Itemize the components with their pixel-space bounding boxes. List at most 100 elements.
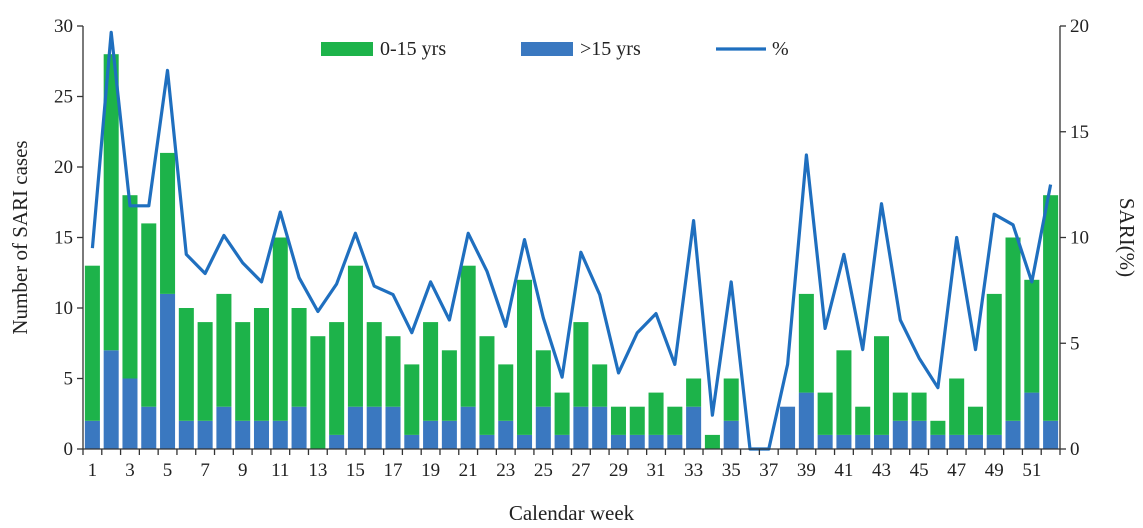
bar-over15-week-29 — [610, 434, 626, 449]
x-tick-label: 3 — [125, 460, 135, 481]
bars-layer — [84, 54, 1059, 449]
y2-tick-label: 10 — [1070, 228, 1089, 249]
legend-label-0-15-yrs: 0-15 yrs — [380, 38, 446, 60]
bar-0to15-week-6 — [178, 308, 194, 421]
bar-0to15-week-25 — [535, 350, 551, 407]
bar-over15-week-7 — [197, 420, 213, 449]
x-tick-label: 25 — [534, 460, 553, 481]
bar-over15-week-24 — [517, 434, 533, 449]
bar-0to15-week-33 — [686, 378, 702, 407]
bar-over15-week-35 — [723, 420, 739, 449]
bar-0to15-week-8 — [216, 293, 232, 407]
x-tick-label: 41 — [834, 460, 853, 481]
y2-tick-label: 5 — [1070, 333, 1080, 354]
bar-over15-week-41 — [836, 434, 852, 449]
bar-over15-week-47 — [949, 434, 965, 449]
bar-0to15-week-49 — [986, 293, 1002, 435]
legend: 0-15 yrs >15 yrs % — [321, 38, 789, 60]
y2-tick-label: 15 — [1070, 122, 1089, 143]
series-line-percent — [90, 30, 1053, 451]
bar-over15-week-26 — [554, 434, 570, 449]
bar-0to15-week-47 — [949, 378, 965, 435]
x-tick-label: 45 — [910, 460, 929, 481]
bar-0to15-week-23 — [498, 364, 514, 421]
bar-0to15-week-52 — [1043, 195, 1059, 421]
x-tick-label: 17 — [384, 460, 403, 481]
bar-0to15-week-41 — [836, 350, 852, 435]
x-tick-label: 47 — [947, 460, 966, 481]
bar-0to15-week-17 — [385, 336, 401, 407]
x-tick-label: 9 — [238, 460, 248, 481]
bar-over15-week-4 — [141, 406, 157, 449]
x-tick-label: 49 — [985, 460, 1004, 481]
bar-over15-week-12 — [291, 406, 307, 449]
bar-over15-week-9 — [235, 420, 251, 449]
bar-0to15-week-46 — [930, 420, 946, 435]
bar-0to15-week-34 — [704, 434, 720, 449]
bar-over15-week-42 — [855, 434, 871, 449]
y-axis-left-title: Number of SARI cases — [8, 140, 32, 334]
bar-0to15-week-16 — [366, 322, 382, 407]
bar-over15-week-40 — [817, 434, 833, 449]
bar-0to15-week-3 — [122, 195, 138, 379]
x-tick-label: 43 — [872, 460, 891, 481]
bar-over15-week-17 — [385, 406, 401, 449]
bar-0to15-week-43 — [873, 336, 890, 435]
bar-0to15-week-26 — [554, 392, 570, 435]
x-tick-label: 7 — [200, 460, 210, 481]
bar-0to15-week-50 — [1005, 237, 1021, 421]
bar-over15-week-1 — [84, 420, 100, 449]
bar-over15-week-27 — [573, 406, 589, 449]
legend-label-over-15-yrs: >15 yrs — [580, 38, 641, 60]
bar-over15-week-33 — [686, 406, 702, 449]
bar-0to15-week-24 — [517, 279, 533, 435]
legend-swatch-over-15-yrs — [521, 42, 573, 56]
bar-over15-week-50 — [1005, 420, 1021, 449]
bar-0to15-week-40 — [817, 392, 833, 435]
bar-0to15-week-35 — [723, 378, 739, 421]
x-tick-label: 37 — [759, 460, 778, 481]
bar-0to15-week-11 — [272, 237, 288, 421]
bar-0to15-week-29 — [610, 406, 626, 435]
bar-0to15-week-39 — [798, 293, 814, 393]
bar-0to15-week-7 — [197, 322, 213, 421]
bar-over15-week-51 — [1024, 392, 1040, 449]
bar-0to15-week-30 — [629, 406, 645, 435]
bar-over15-week-38 — [780, 406, 796, 449]
bar-over15-week-8 — [216, 406, 232, 449]
x-tick-label: 35 — [722, 460, 741, 481]
bar-0to15-week-12 — [291, 308, 307, 407]
bar-0to15-week-9 — [235, 322, 251, 421]
bar-0to15-week-32 — [667, 406, 683, 435]
bar-0to15-week-22 — [479, 336, 495, 435]
y-axis-right-title: SARI(%) — [1115, 198, 1139, 277]
bar-over15-week-5 — [160, 293, 176, 449]
x-tick-label: 11 — [271, 460, 289, 481]
bar-over15-week-32 — [667, 434, 683, 449]
x-tick-label: 19 — [421, 460, 440, 481]
x-tick-label: 27 — [571, 460, 590, 481]
x-tick-label: 29 — [609, 460, 628, 481]
x-tick-label: 23 — [496, 460, 515, 481]
x-tick-label: 21 — [459, 460, 478, 481]
bar-0to15-week-19 — [423, 322, 439, 421]
bar-0to15-week-21 — [460, 265, 476, 407]
bar-0to15-week-2 — [103, 54, 119, 351]
bar-over15-week-43 — [873, 434, 890, 449]
bar-over15-week-10 — [253, 420, 270, 449]
x-tick-label: 39 — [797, 460, 816, 481]
bar-over15-week-15 — [347, 406, 363, 449]
bar-0to15-week-5 — [160, 152, 176, 294]
bar-0to15-week-15 — [347, 265, 363, 407]
bar-over15-week-21 — [460, 406, 476, 449]
bar-over15-week-11 — [272, 420, 288, 449]
bar-over15-week-22 — [479, 434, 495, 449]
bar-0to15-week-20 — [441, 350, 457, 421]
bar-over15-week-45 — [911, 420, 927, 449]
y-tick-label: 10 — [54, 298, 73, 319]
bar-0to15-week-42 — [855, 406, 871, 435]
bar-over15-week-19 — [423, 420, 439, 449]
y-tick-label: 5 — [64, 369, 74, 390]
